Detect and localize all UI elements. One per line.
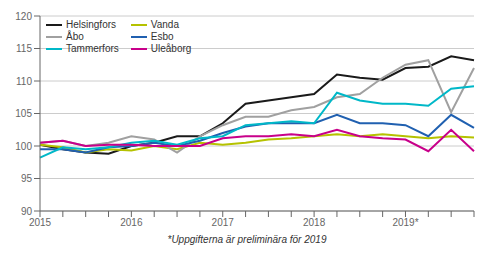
- html-text:Uleåborg: Uleåborg: [150, 43, 192, 54]
- html-text:*Uppgifterna är preliminära fö: *Uppgifterna är preliminära för 2019: [167, 234, 327, 245]
- svg-text:95: 95: [21, 173, 33, 184]
- svg-text:2018: 2018: [303, 217, 326, 228]
- svg-text:120: 120: [15, 11, 32, 22]
- svg-text:2017: 2017: [212, 217, 235, 228]
- svg-text:100: 100: [15, 141, 32, 152]
- html-text:Helsingfors: Helsingfors: [66, 19, 116, 30]
- svg-text:90: 90: [21, 206, 33, 217]
- svg-text:2019*: 2019*: [392, 217, 418, 228]
- html-text:Åbo: Åbo: [66, 31, 84, 42]
- svg-text:110: 110: [16, 76, 32, 87]
- html-text:Vanda: Vanda: [150, 19, 179, 30]
- svg-text:2016: 2016: [120, 217, 143, 228]
- svg-text:2015: 2015: [29, 217, 52, 228]
- html-text:Esbo: Esbo: [150, 31, 174, 42]
- svg-text:105: 105: [15, 108, 32, 119]
- svg-text:115: 115: [16, 43, 32, 54]
- html-text:Tammerfors: Tammerfors: [66, 43, 119, 54]
